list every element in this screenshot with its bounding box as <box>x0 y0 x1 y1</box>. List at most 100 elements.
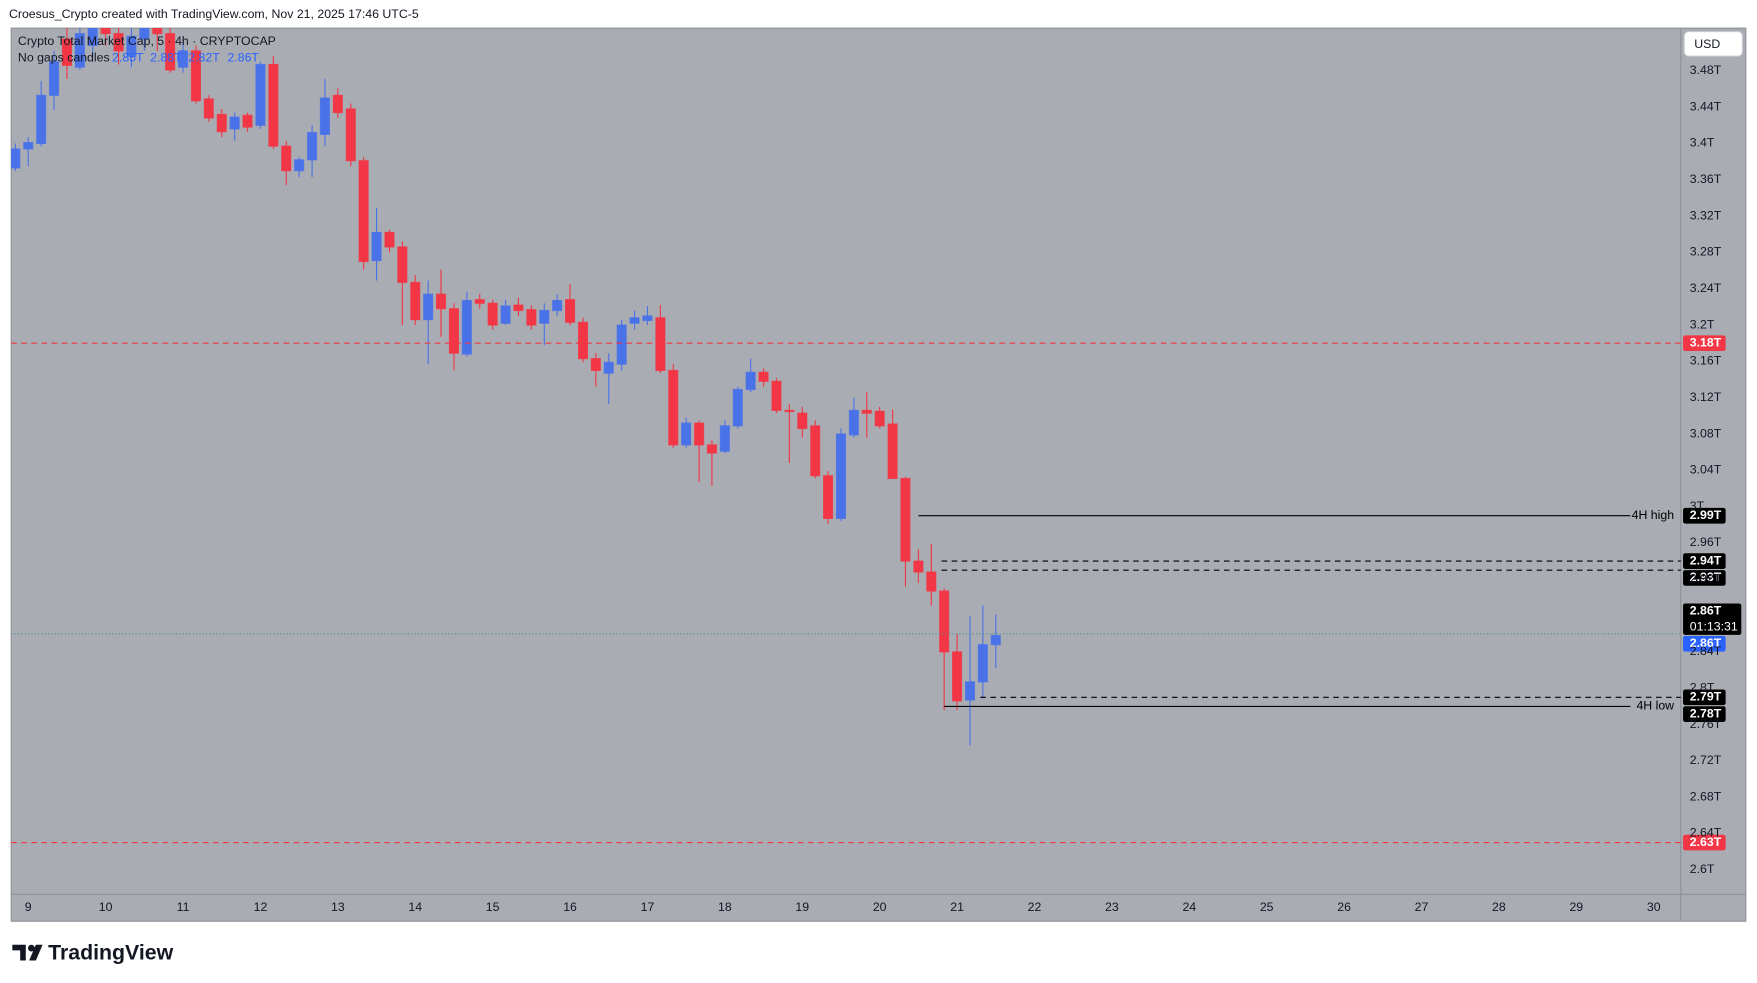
y-tick-label: 2.76T <box>1690 717 1722 731</box>
candle-body <box>461 299 472 355</box>
price-tag <box>1683 834 1726 851</box>
candle-body <box>513 304 524 312</box>
candle-body <box>487 302 498 326</box>
ohlc-value: 2.85T <box>112 51 144 65</box>
chart-background <box>11 28 1746 922</box>
candle-body <box>874 410 885 427</box>
candle-body <box>694 422 705 446</box>
price-tag-label: 2.86T <box>1690 604 1722 618</box>
candle-body <box>203 98 214 119</box>
candle-body <box>268 63 279 147</box>
candle-body <box>668 369 679 446</box>
y-tick-label: 3.16T <box>1690 354 1722 368</box>
logo-icon <box>12 944 43 961</box>
x-tick-label: 20 <box>873 900 887 914</box>
candle-body <box>577 321 589 360</box>
price-tag-label: 2.93T <box>1690 570 1722 584</box>
candle-body <box>423 293 434 321</box>
candle-body <box>113 33 124 52</box>
x-tick-label: 22 <box>1028 900 1042 914</box>
y-tick-label: 3.2T <box>1690 317 1715 331</box>
chart-border <box>10 27 1747 922</box>
price-tag <box>1683 635 1726 652</box>
candle-body <box>977 644 988 683</box>
candle-body <box>294 159 305 172</box>
x-tick-label: 17 <box>641 900 655 914</box>
x-tick-label: 10 <box>99 900 113 914</box>
candle-body <box>952 651 963 702</box>
candle-body <box>11 148 21 169</box>
candle-body <box>552 299 563 312</box>
candle-body <box>926 571 937 592</box>
candle-body <box>900 477 911 562</box>
currency-label[interactable]: USD <box>1694 37 1720 51</box>
candle-body <box>616 324 627 365</box>
y-tick-label: 3.12T <box>1690 390 1722 404</box>
x-tick-label: 27 <box>1415 900 1429 914</box>
y-tick-label: 3.28T <box>1690 245 1722 259</box>
price-tag-label: 2.99T <box>1690 508 1722 522</box>
y-tick-label: 2.96T <box>1690 535 1722 549</box>
y-tick-label: 3.48T <box>1690 63 1722 77</box>
currency-button[interactable] <box>1683 30 1743 57</box>
x-tick-label: 16 <box>563 900 577 914</box>
x-tick-label: 30 <box>1647 900 1661 914</box>
candle-body <box>23 141 34 150</box>
candle-body <box>139 28 150 40</box>
candle-body <box>887 423 898 480</box>
candle-body <box>990 635 1001 646</box>
candle-body <box>87 28 98 46</box>
candle-body <box>913 560 924 573</box>
countdown: 01:13:31 <box>1690 619 1738 633</box>
x-tick-label: 18 <box>718 900 732 914</box>
candle-body <box>810 425 821 477</box>
symbol-legend: Crypto Total Market Cap, 5 · 4h · CRYPTO… <box>18 34 276 48</box>
x-tick-label: 13 <box>331 900 345 914</box>
y-tick-label: 3.44T <box>1690 99 1722 113</box>
x-tick-label: 23 <box>1105 900 1119 914</box>
candle-body <box>642 315 653 322</box>
x-tick-label: 28 <box>1492 900 1506 914</box>
y-tick-label: 2.92T <box>1690 572 1722 586</box>
candle-body <box>539 309 550 324</box>
y-tick-label: 3.4T <box>1690 136 1715 150</box>
y-tick-label: 3T <box>1690 499 1705 513</box>
price-tag-label: 2.79T <box>1690 690 1722 704</box>
candles <box>11 28 1001 746</box>
candle-body <box>397 246 408 283</box>
y-tick-label: 3.24T <box>1690 281 1722 295</box>
x-tick-label: 21 <box>950 900 964 914</box>
candle-body <box>36 94 47 145</box>
candle-body <box>526 309 537 326</box>
candle-body <box>681 422 692 446</box>
x-tick-label: 14 <box>408 900 422 914</box>
candle-body <box>603 361 614 374</box>
y-tick-label: 3.08T <box>1690 426 1722 440</box>
y-tick-label: 2.68T <box>1690 789 1722 803</box>
candle-body <box>448 308 459 354</box>
candle-body <box>281 145 292 172</box>
x-tick-label: 25 <box>1260 900 1274 914</box>
price-tag-label: 2.86T <box>1690 636 1722 650</box>
y-tick-label: 3.36T <box>1690 172 1722 186</box>
y-tick-label: 2.64T <box>1690 826 1722 840</box>
candle-body <box>784 409 795 413</box>
candle-body <box>590 358 601 372</box>
x-tick-label: 11 <box>177 900 190 914</box>
candle-body <box>629 317 640 324</box>
y-tick-label: 2.72T <box>1690 753 1722 767</box>
x-tick-label: 19 <box>795 900 809 914</box>
candle-body <box>345 108 356 162</box>
candle-body <box>242 114 253 128</box>
price-tag <box>1683 570 1726 586</box>
candle-body <box>177 50 189 68</box>
candle-body <box>758 371 769 382</box>
logo-text: TradingView <box>48 940 173 964</box>
candle-body <box>500 305 511 324</box>
x-tick-label: 9 <box>25 900 32 914</box>
x-tick-label: 26 <box>1337 900 1351 914</box>
candle-body <box>358 160 369 263</box>
candle-body <box>939 590 950 653</box>
level-label: 4H high <box>1632 508 1675 522</box>
